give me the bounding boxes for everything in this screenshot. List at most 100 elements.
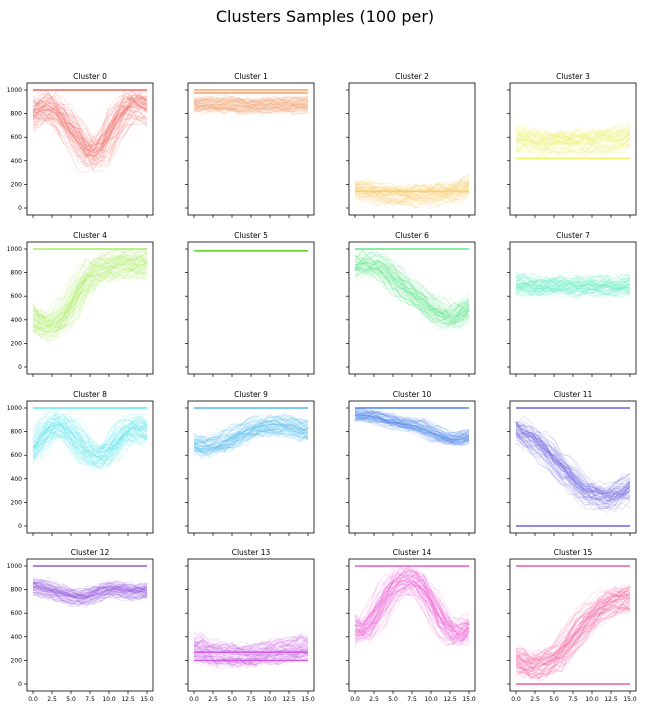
series-line (32, 423, 148, 459)
sample-line (515, 285, 631, 297)
sample-line (193, 415, 309, 443)
axes-frame (187, 558, 315, 692)
sample-line (193, 422, 309, 448)
x-tick-label: 2.5 (47, 696, 57, 703)
sample-line (193, 97, 309, 105)
sample-line (193, 104, 309, 115)
sample-line (32, 108, 148, 157)
sample-line (354, 565, 470, 623)
sample-line (193, 633, 309, 651)
sample-line (193, 104, 309, 112)
sample-line (354, 260, 470, 318)
sample-line (515, 276, 631, 286)
sample-line (32, 99, 148, 151)
sample-line (32, 96, 148, 159)
sample-line (32, 421, 148, 458)
sample-line (515, 289, 631, 300)
sample-line (32, 586, 148, 601)
sample-line (32, 118, 148, 173)
sample-line (32, 93, 148, 157)
sample-line (193, 105, 309, 113)
sample-line (193, 423, 309, 454)
sample-line (193, 425, 309, 454)
sample-line (354, 251, 470, 313)
sample-line (32, 264, 148, 335)
sample-line (193, 422, 309, 451)
sample-line (193, 420, 309, 450)
sample-line (354, 258, 470, 322)
sample-line (32, 267, 148, 339)
sample-line (515, 583, 631, 662)
y-tick-label: 1000 (7, 563, 22, 570)
sample-line (193, 648, 309, 665)
sample-line (32, 584, 148, 598)
x-tick-label: 12.5 (443, 696, 457, 703)
sample-line (354, 195, 470, 209)
panel-1: Cluster 1 (185, 72, 315, 218)
sample-line (32, 98, 148, 143)
sample-line (193, 105, 309, 115)
sample-line (354, 266, 470, 318)
sample-line (193, 96, 309, 104)
sample-line (354, 259, 470, 321)
sample-line (193, 428, 309, 460)
sample-line (32, 268, 148, 338)
sample-line (354, 270, 470, 328)
sample-line (515, 123, 631, 140)
sample-line (32, 428, 148, 471)
sample-line (32, 588, 148, 602)
sample-line (193, 651, 309, 669)
sample-line (515, 277, 631, 287)
sample-line (354, 572, 470, 633)
sample-line (193, 107, 309, 114)
sample-line (32, 89, 148, 149)
sample-line (354, 180, 470, 193)
sample-line (515, 593, 631, 664)
sample-line (354, 176, 470, 194)
sample-line (32, 581, 148, 596)
sample-line (515, 424, 631, 498)
sample-line (515, 279, 631, 291)
sample-line (32, 587, 148, 602)
sample-line (354, 264, 470, 331)
sample-line (32, 413, 148, 453)
sample-line (354, 576, 470, 638)
sample-line (32, 259, 148, 332)
sample-line (32, 102, 148, 158)
series-line (193, 103, 309, 107)
sample-line (193, 96, 309, 107)
sample-line (193, 94, 309, 103)
sample-line (354, 268, 470, 324)
sample-line (32, 589, 148, 605)
sample-line (32, 249, 148, 323)
y-tick-label: 1000 (7, 87, 22, 94)
sample-line (32, 249, 148, 319)
sample-line (515, 132, 631, 147)
sample-line (515, 421, 631, 502)
sample-line (193, 632, 309, 649)
sample-line (193, 638, 309, 652)
sample-line (354, 416, 470, 446)
sample-line (515, 424, 631, 494)
sample-line (354, 411, 470, 441)
x-tick-label: 12.5 (121, 696, 135, 703)
series-line (515, 428, 631, 499)
sample-line (354, 408, 470, 438)
panel-title: Cluster 10 (393, 390, 432, 399)
sample-line (515, 129, 631, 143)
sample-line (32, 582, 148, 598)
sample-line (32, 95, 148, 147)
sample-line (515, 424, 631, 502)
sample-line (515, 432, 631, 507)
sample-line (515, 591, 631, 665)
sample-line (193, 650, 309, 669)
sample-line (354, 189, 470, 203)
sample-line (515, 604, 631, 680)
sample-line (193, 414, 309, 445)
sample-line (32, 93, 148, 160)
sample-line (32, 104, 148, 158)
sample-line (354, 263, 470, 326)
sample-line (32, 592, 148, 607)
sample-line (354, 581, 470, 644)
sample-line (515, 125, 631, 140)
